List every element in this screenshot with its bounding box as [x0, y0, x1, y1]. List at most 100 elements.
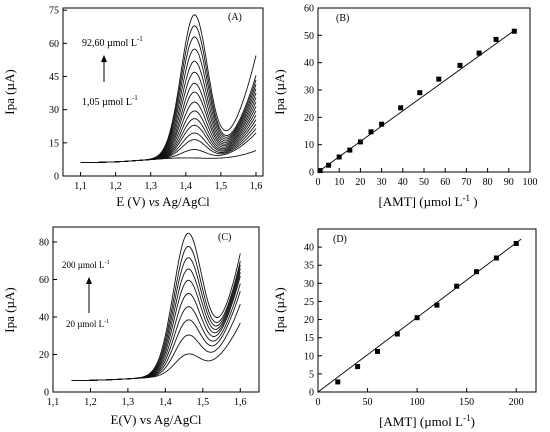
data-point [398, 105, 404, 111]
y-tick-label: 30 [49, 105, 59, 116]
panel-label: (D) [333, 234, 347, 245]
data-point [336, 154, 342, 160]
panel-label: (A) [228, 12, 242, 23]
data-point [368, 129, 374, 135]
calibration-marks [317, 238, 522, 393]
calibration-marks [317, 28, 517, 174]
x-tick-label: 100 [410, 397, 425, 408]
y-tick-label: 80 [39, 238, 49, 249]
x-tick-label: 0 [316, 397, 321, 408]
concentration-low-label: 1,05 µmol L-1 [82, 94, 138, 108]
x-axis: 0 50 100 150 200 [316, 388, 524, 408]
y-axis: 0 15 30 45 60 75 [49, 6, 67, 183]
x-axis-title: [AMT] (µmol L-1 ) [378, 193, 477, 209]
y-axis-title: Ipa (µA) [272, 69, 287, 114]
data-point [379, 121, 385, 127]
y-tick-label: 15 [49, 138, 59, 149]
y-tick-label: 0 [309, 168, 314, 179]
x-tick-label: 1,1 [47, 397, 60, 408]
y-tick-label: 40 [304, 58, 314, 69]
panel-label: (B) [336, 13, 349, 24]
concentration-low-label: 20 µmol L-1 [66, 319, 109, 329]
y-tick-label: 40 [304, 243, 314, 254]
x-axis: 0 10 20 30 40 50 60 70 80 90 100 [316, 168, 538, 188]
y-tick-label: 40 [39, 313, 49, 324]
x-tick-label: 10 [334, 177, 344, 188]
x-axis-title: E(V) vs Ag/AgCl [111, 412, 202, 427]
plot-frame [317, 228, 537, 393]
y-tick-label: 60 [49, 39, 59, 50]
x-tick-label: 150 [459, 397, 474, 408]
x-tick-label: 100 [523, 177, 538, 188]
data-point [493, 255, 499, 261]
data-point [317, 168, 323, 174]
x-axis: 1,1 1,2 1,3 1,4 1,5 1,6 [47, 388, 247, 408]
y-tick-label: 10 [304, 351, 314, 362]
x-tick-label: 1,4 [180, 181, 193, 192]
x-tick-label: 60 [440, 177, 450, 188]
voltammogram-curves [80, 14, 257, 164]
data-point [355, 364, 361, 370]
data-point [476, 50, 482, 56]
y-tick-label: 30 [304, 279, 314, 290]
panel-d-chart: 0 50 100 150 200 0 5 10 15 20 25 30 35 40 (D) Ipa (µ… [272, 228, 537, 429]
y-tick-label: 20 [304, 113, 314, 124]
plot-frame [52, 226, 260, 393]
x-tick-label: 70 [461, 177, 471, 188]
y-tick-label: 0 [44, 388, 49, 399]
x-tick-label: 1,2 [109, 181, 122, 192]
x-axis-title: [AMT] (µmol L-1) [379, 413, 475, 429]
data-point [436, 76, 442, 82]
panel-a-chart: 1,1 1,2 1,3 1,4 1,5 1,6 0 15 30 45 60 75 (A) 92,60… [2, 6, 264, 209]
x-tick-label: 50 [419, 177, 429, 188]
concentration-high-label: 200 µmol L-1 [62, 260, 110, 270]
x-tick-label: 40 [398, 177, 408, 188]
y-tick-label: 15 [304, 333, 314, 344]
y-tick-label: 10 [304, 140, 314, 151]
x-tick-label: 90 [504, 177, 514, 188]
x-axis: 1,1 1,2 1,3 1,4 1,5 1,6 [74, 172, 262, 192]
x-tick-label: 50 [363, 397, 373, 408]
y-tick-label: 0 [54, 172, 59, 183]
plot-frame [317, 7, 531, 173]
voltammogram-curves [71, 232, 241, 382]
data-point [375, 348, 380, 354]
x-tick-label: 1,1 [74, 181, 87, 192]
y-axis-title: Ipa (µA) [2, 69, 17, 114]
data-point [493, 36, 499, 42]
x-tick-label: 200 [509, 397, 524, 408]
y-tick-label: 50 [304, 31, 314, 42]
y-tick-label: 45 [49, 72, 59, 83]
data-point [511, 28, 517, 34]
y-tick-label: 60 [304, 4, 314, 15]
x-tick-label: 20 [355, 177, 365, 188]
y-tick-label: 20 [304, 315, 314, 326]
data-point [513, 241, 519, 246]
increase-arrow [101, 55, 107, 82]
data-point [454, 283, 460, 289]
x-tick-label: 1,6 [234, 397, 247, 408]
data-point [394, 331, 400, 337]
data-point [326, 162, 332, 168]
y-axis-title: Ipa (µA) [2, 287, 17, 332]
data-point [457, 62, 463, 68]
panel-b-chart: 0 10 20 30 40 50 60 70 80 90 100 0 10 20 30 40 50 60 (B)… [272, 4, 538, 210]
data-point [474, 269, 479, 275]
x-tick-label: 80 [483, 177, 493, 188]
x-tick-label: 1,2 [84, 397, 97, 408]
plot-frame [62, 7, 264, 177]
x-tick-label: 1,4 [159, 397, 172, 408]
concentration-high-label: 92,60 µmol L-1 [82, 35, 143, 49]
panel-label: (C) [218, 232, 231, 243]
y-tick-label: 5 [309, 369, 314, 380]
data-point [357, 139, 363, 145]
data-point [335, 379, 341, 385]
y-axis-title: Ipa (µA) [272, 287, 287, 332]
voltammogram-curve [71, 232, 241, 382]
y-tick-label: 25 [304, 297, 314, 308]
y-tick-label: 0 [309, 388, 314, 399]
x-tick-label: 1,6 [250, 181, 263, 192]
data-point [417, 90, 423, 96]
data-point [347, 147, 353, 153]
